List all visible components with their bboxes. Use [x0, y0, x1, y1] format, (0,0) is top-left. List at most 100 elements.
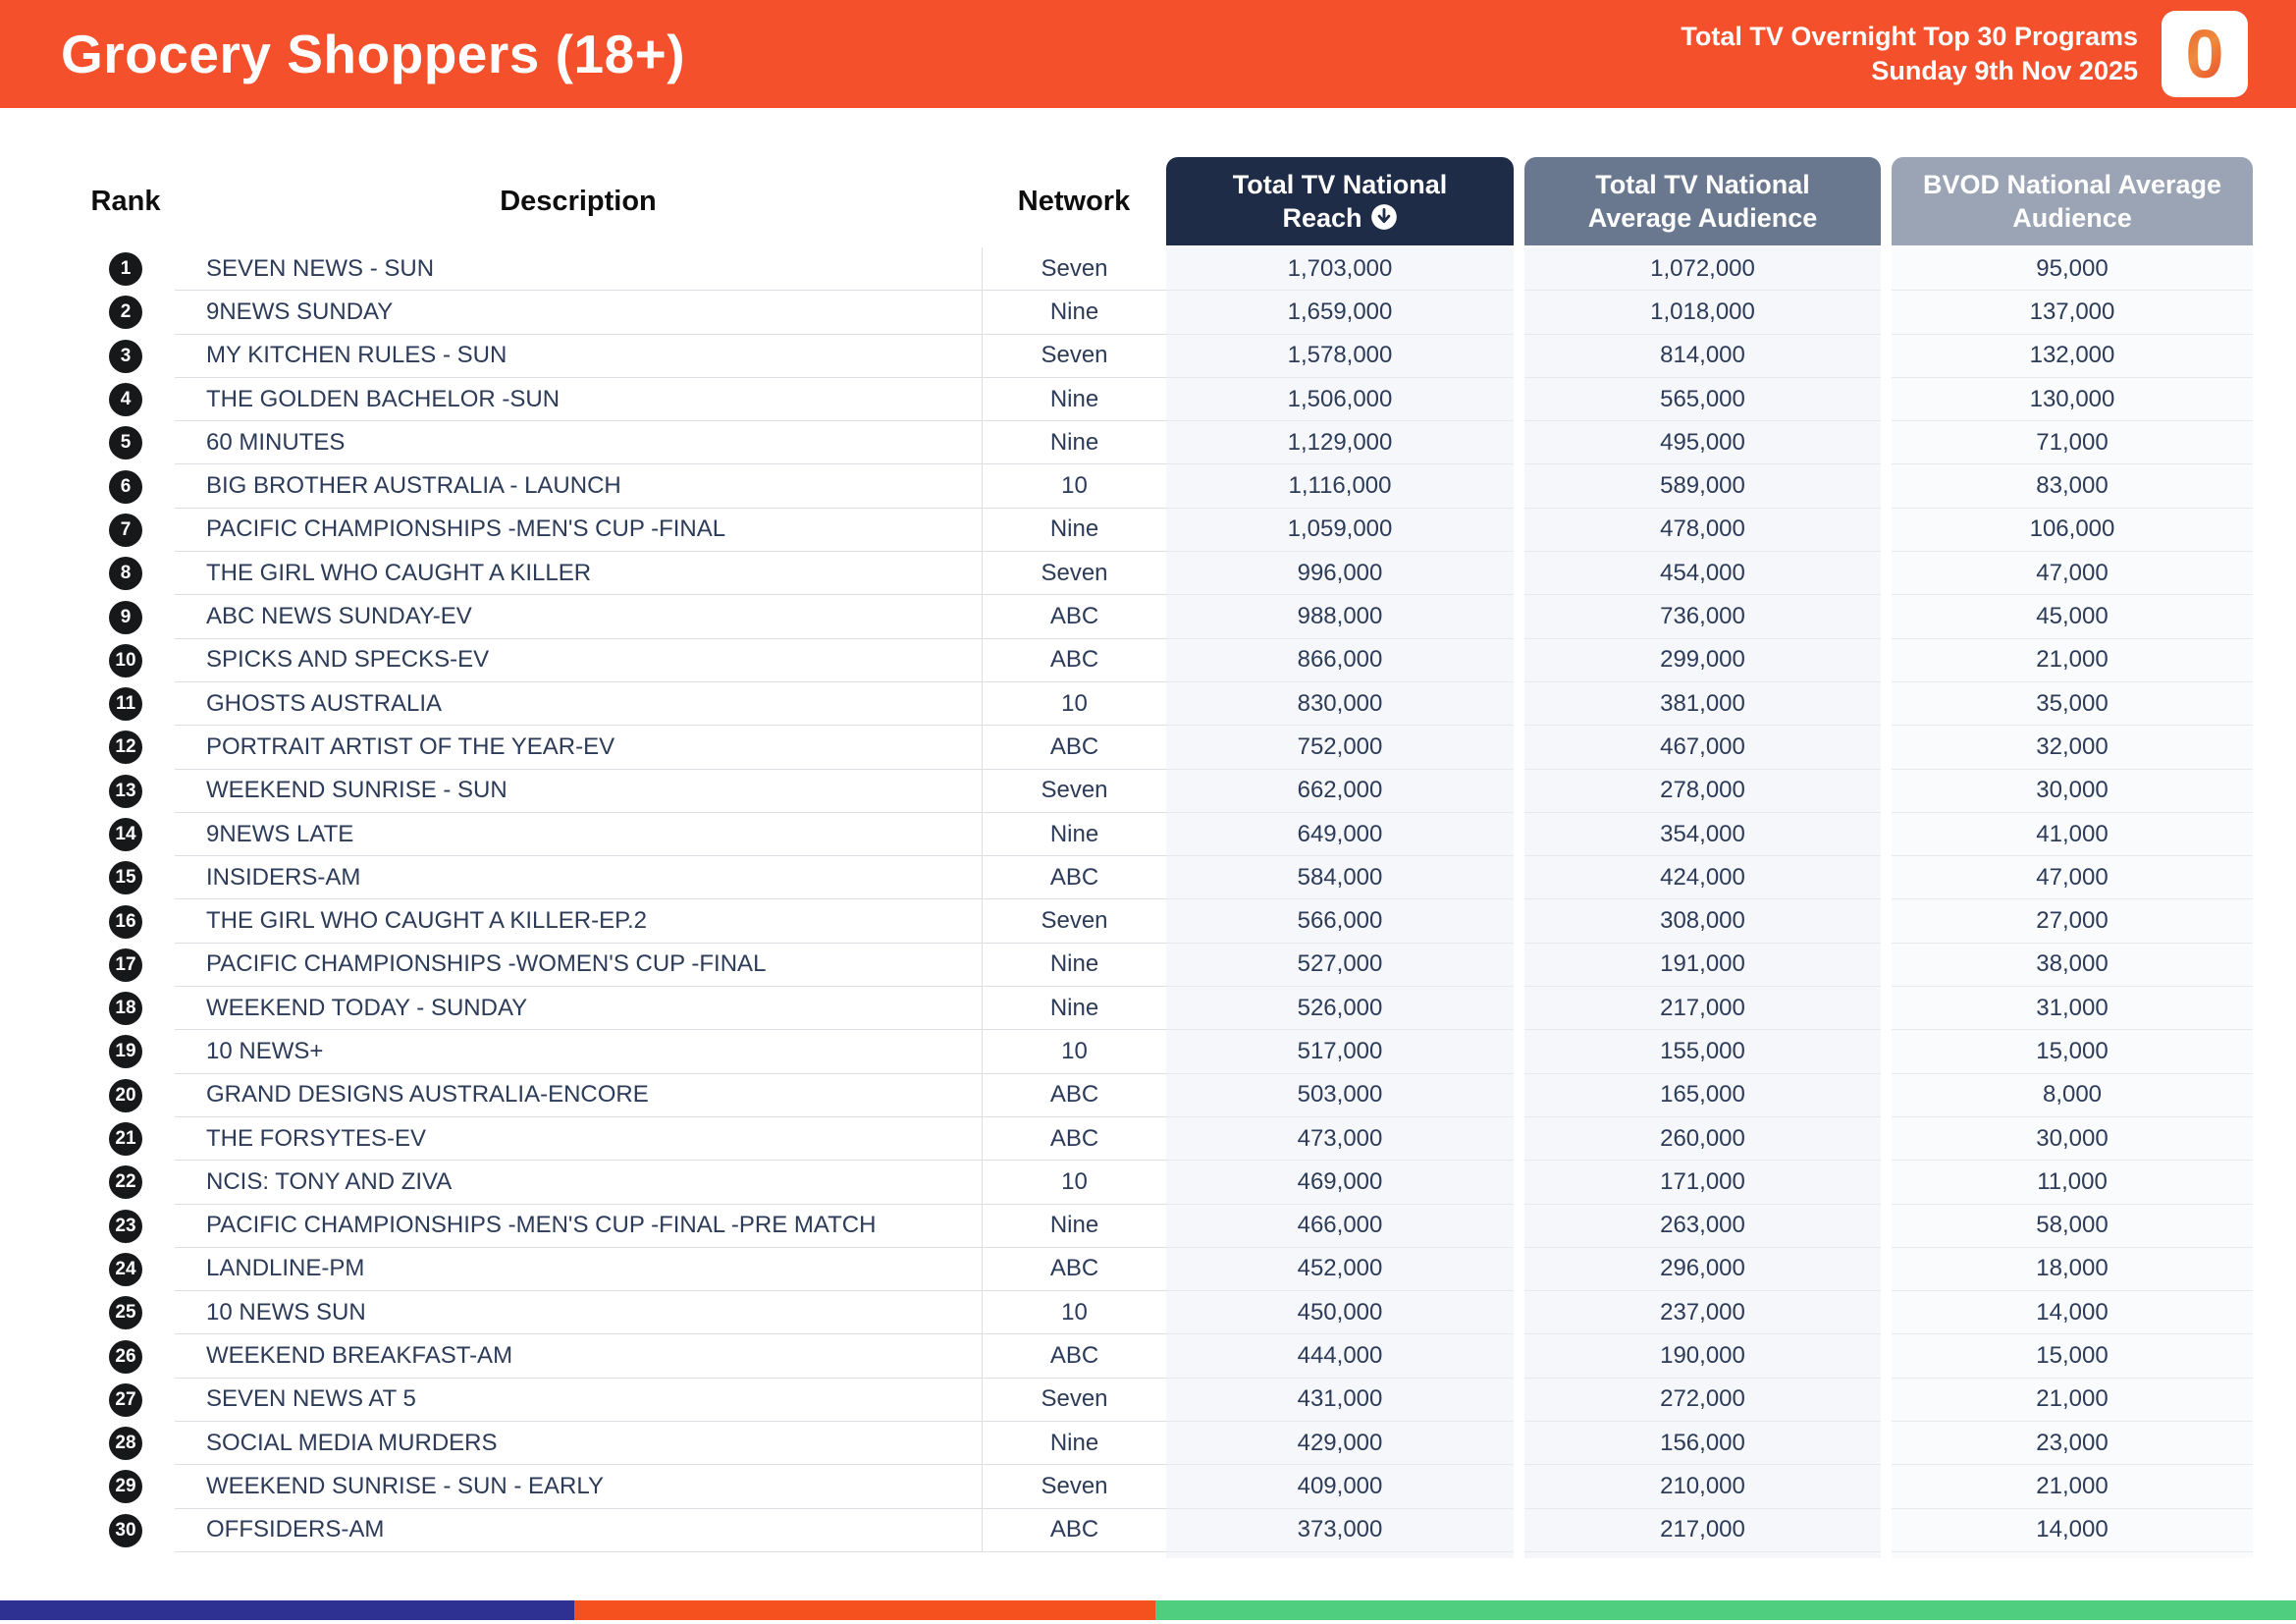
avg-audience-value: 454,000 [1524, 552, 1881, 596]
avg-audience-value: 1,018,000 [1524, 291, 1881, 335]
avg-audience-value: 260,000 [1524, 1116, 1881, 1162]
bvod-value: 21,000 [1892, 1378, 2253, 1423]
rank-badge: 9 [109, 600, 142, 634]
column-gutter [1514, 1422, 1524, 1466]
program-network: Seven [982, 552, 1166, 596]
avg-audience-value: 478,000 [1524, 508, 1881, 553]
avg-audience-value: 354,000 [1524, 812, 1881, 857]
avg-audience-value: 424,000 [1524, 856, 1881, 900]
column-header-reach[interactable]: Total TV National Reach [1166, 157, 1514, 245]
column-gutter [1514, 1291, 1524, 1335]
rank-badge: 28 [109, 1427, 142, 1461]
column-gutter [1881, 464, 1892, 509]
bvod-value: 47,000 [1892, 856, 2253, 900]
program-network: Seven [982, 899, 1166, 944]
table-row: 17 PACIFIC CHAMPIONSHIPS -WOMEN'S CUP -F… [77, 943, 2253, 988]
table-row: 8 THE GIRL WHO CAUGHT A KILLER Seven 996… [77, 552, 2253, 596]
bvod-value: 47,000 [1892, 552, 2253, 596]
program-network: Nine [982, 508, 1166, 553]
table-row: 28 SOCIAL MEDIA MURDERS Nine 429,000 156… [77, 1422, 2253, 1466]
rank-cell: 4 [77, 378, 175, 421]
column-gutter [1514, 638, 1524, 682]
program-description: BIG BROTHER AUSTRALIA - LAUNCH [175, 464, 982, 509]
avg-audience-value: 278,000 [1524, 769, 1881, 813]
bvod-value: 15,000 [1892, 1334, 2253, 1379]
column-header-description: Description [500, 185, 657, 217]
program-description: INSIDERS-AM [175, 856, 982, 900]
column-gutter [1514, 1465, 1524, 1509]
program-description: OFFSIDERS-AM [175, 1509, 982, 1552]
avg-audience-value: 736,000 [1524, 595, 1881, 639]
column-gutter [1881, 856, 1892, 900]
table-row: 3 MY KITCHEN RULES - SUN Seven 1,578,000… [77, 334, 2253, 378]
column-gutter [1514, 1508, 1524, 1552]
table-row: 1 SEVEN NEWS - SUN Seven 1,703,000 1,072… [77, 247, 2253, 292]
column-gutter [1881, 1334, 1892, 1379]
table-row: 7 PACIFIC CHAMPIONSHIPS -MEN'S CUP -FINA… [77, 508, 2253, 553]
table-row: 19 10 NEWS+ 10 517,000 155,000 15,000 [77, 1030, 2253, 1074]
program-network: Nine [982, 943, 1166, 988]
column-gutter [1514, 769, 1524, 813]
rank-cell: 19 [77, 1030, 175, 1073]
rank-badge: 7 [109, 513, 142, 547]
reach-value: 444,000 [1166, 1334, 1514, 1379]
reach-value: 830,000 [1166, 681, 1514, 727]
program-description: WEEKEND TODAY - SUNDAY [175, 987, 982, 1031]
bvod-value: 14,000 [1892, 1508, 2253, 1552]
rank-cell: 29 [77, 1465, 175, 1508]
program-description: 9NEWS LATE [175, 813, 982, 857]
rank-cell: 24 [77, 1248, 175, 1291]
rank-cell: 7 [77, 509, 175, 552]
rank-badge: 16 [109, 904, 142, 939]
rank-badge: 11 [109, 687, 142, 722]
rank-cell: 12 [77, 726, 175, 769]
reach-value: 584,000 [1166, 856, 1514, 900]
bvod-value: 21,000 [1892, 1465, 2253, 1509]
reach-value: 566,000 [1166, 899, 1514, 944]
bvod-value: 27,000 [1892, 899, 2253, 944]
rank-badge: 4 [109, 383, 142, 417]
bvod-value: 41,000 [1892, 812, 2253, 857]
program-network: ABC [982, 1247, 1166, 1292]
rank-cell: 11 [77, 682, 175, 726]
reach-value: 1,578,000 [1166, 334, 1514, 378]
table-header-row: Rank Description Network Total TV Nation… [77, 108, 2253, 247]
column-gutter [1881, 899, 1892, 944]
rank-badge: 19 [109, 1035, 142, 1069]
program-network: Nine [982, 421, 1166, 465]
column-gutter [1881, 1378, 1892, 1423]
program-network: 10 [982, 1161, 1166, 1205]
rank-badge: 2 [109, 296, 142, 330]
column-gutter [1881, 1508, 1892, 1552]
rank-cell: 18 [77, 987, 175, 1030]
column-gutter [1881, 508, 1892, 553]
column-gutter [1881, 812, 1892, 857]
column-gutter [1881, 1161, 1892, 1205]
table-body: 1 SEVEN NEWS - SUN Seven 1,703,000 1,072… [77, 247, 2253, 1552]
rank-cell: 27 [77, 1379, 175, 1422]
avg-audience-value: 190,000 [1524, 1334, 1881, 1379]
rank-cell: 20 [77, 1074, 175, 1117]
table-row: 24 LANDLINE-PM ABC 452,000 296,000 18,00… [77, 1247, 2253, 1292]
column-gutter [1881, 291, 1892, 335]
page-title: Grocery Shoppers (18+) [61, 24, 686, 84]
column-gutter [1514, 1116, 1524, 1162]
reach-value: 1,659,000 [1166, 291, 1514, 335]
program-description: GHOSTS AUSTRALIA [175, 682, 982, 727]
footer-segment-blue [0, 1600, 574, 1620]
table-row: 22 NCIS: TONY AND ZIVA 10 469,000 171,00… [77, 1161, 2253, 1205]
column-gutter [1881, 595, 1892, 639]
report-name: Total TV Overnight Top 30 Programs [1681, 22, 2138, 51]
reach-value: 466,000 [1166, 1204, 1514, 1248]
column-gutter [1881, 726, 1892, 770]
programs-table: Rank Description Network Total TV Nation… [0, 108, 2296, 1558]
column-gutter [1881, 1030, 1892, 1074]
program-network: Nine [982, 1204, 1166, 1248]
table-row: 13 WEEKEND SUNRISE - SUN Seven 662,000 2… [77, 769, 2253, 813]
table-footer-filler [77, 1551, 2253, 1558]
bvod-value: 132,000 [1892, 334, 2253, 378]
table-row: 4 THE GOLDEN BACHELOR -SUN Nine 1,506,00… [77, 377, 2253, 422]
bvod-value: 30,000 [1892, 769, 2253, 813]
program-network: Seven [982, 247, 1166, 292]
column-gutter [1514, 1247, 1524, 1292]
